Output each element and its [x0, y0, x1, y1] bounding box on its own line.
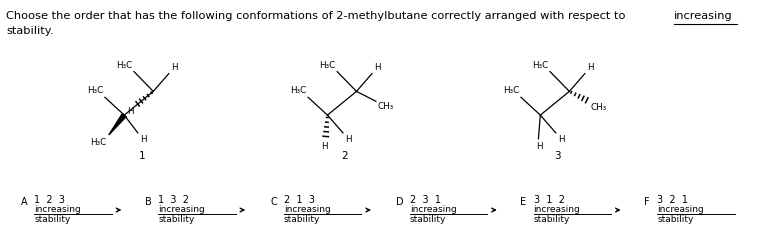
Text: 2  1  3: 2 1 3: [284, 195, 315, 205]
Text: D: D: [396, 197, 404, 207]
Text: H₃C: H₃C: [87, 86, 103, 95]
Text: stability.: stability.: [6, 26, 54, 36]
Text: H: H: [140, 135, 147, 144]
Text: stability: stability: [34, 215, 71, 224]
Text: 1: 1: [138, 151, 145, 161]
Text: increasing: increasing: [34, 205, 81, 214]
Text: H₃C: H₃C: [319, 61, 335, 70]
Text: Choose the order that has the following conformations of 2-methylbutane correctl: Choose the order that has the following …: [6, 11, 629, 21]
Text: increasing: increasing: [534, 205, 580, 214]
Text: H₃C: H₃C: [503, 86, 519, 95]
Text: 2: 2: [342, 151, 348, 161]
Text: E: E: [520, 197, 526, 207]
Text: A: A: [21, 197, 27, 207]
Text: stability: stability: [658, 215, 693, 224]
Text: F: F: [644, 197, 650, 207]
Text: CH₃: CH₃: [590, 103, 607, 112]
Text: 2  3  1: 2 3 1: [410, 195, 441, 205]
Text: H: H: [536, 142, 543, 151]
Text: CH₃: CH₃: [378, 102, 394, 111]
Text: H₃C: H₃C: [290, 86, 307, 95]
Text: stability: stability: [410, 215, 446, 224]
Text: stability: stability: [284, 215, 321, 224]
Text: 1  3  2: 1 3 2: [158, 195, 189, 205]
Text: H: H: [374, 62, 381, 72]
Text: H: H: [171, 62, 177, 72]
Text: increasing: increasing: [284, 205, 331, 214]
Text: increasing: increasing: [674, 11, 732, 21]
Text: 3: 3: [555, 151, 561, 161]
Text: 3  1  2: 3 1 2: [534, 195, 565, 205]
Text: H₃C: H₃C: [90, 138, 107, 147]
Text: H: H: [321, 142, 328, 151]
Text: H₃C: H₃C: [115, 61, 132, 70]
Text: 3  2  1: 3 2 1: [658, 195, 689, 205]
Text: increasing: increasing: [658, 205, 704, 214]
Text: H: H: [587, 62, 594, 72]
Text: B: B: [144, 197, 151, 207]
Text: increasing: increasing: [158, 205, 205, 214]
Text: H₃C: H₃C: [532, 61, 548, 70]
Text: H: H: [345, 135, 352, 144]
Polygon shape: [108, 114, 126, 135]
Text: 1  2  3: 1 2 3: [34, 195, 66, 205]
Text: H: H: [558, 135, 565, 144]
Text: C: C: [271, 197, 277, 207]
Text: stability: stability: [158, 215, 194, 224]
Text: stability: stability: [534, 215, 570, 224]
Text: increasing: increasing: [410, 205, 456, 214]
Text: H: H: [127, 107, 134, 116]
